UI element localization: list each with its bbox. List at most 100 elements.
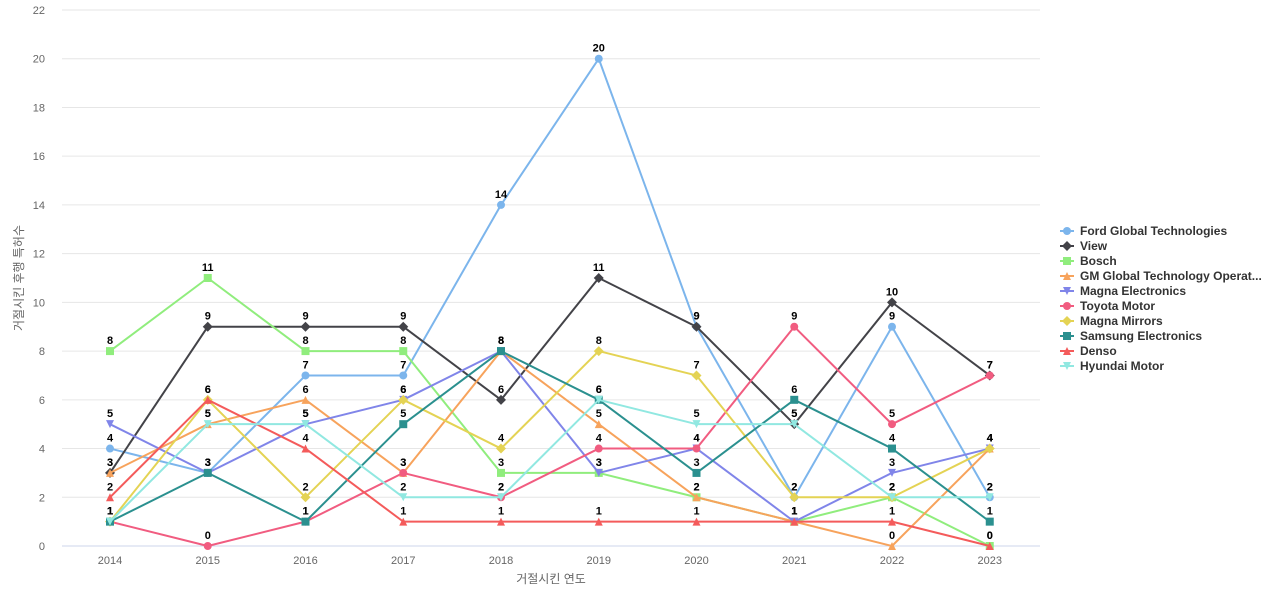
legend-marker[interactable]: [1063, 302, 1071, 310]
data-point[interactable]: [399, 371, 408, 380]
data-point[interactable]: [692, 468, 701, 477]
legend-item[interactable]: Bosch: [1060, 254, 1117, 268]
data-point[interactable]: [106, 517, 114, 526]
legend-item[interactable]: Denso: [1060, 344, 1117, 358]
data-point[interactable]: [497, 493, 505, 502]
data-point[interactable]: [301, 347, 310, 356]
data-point[interactable]: [106, 468, 114, 477]
data-point[interactable]: [203, 420, 212, 429]
data-point[interactable]: [301, 371, 310, 380]
data-label: 7: [987, 359, 993, 371]
legend-marker[interactable]: [1063, 362, 1071, 370]
data-point[interactable]: [789, 492, 800, 503]
data-point[interactable]: [692, 444, 701, 453]
data-point[interactable]: [888, 493, 896, 502]
legend-marker[interactable]: [1062, 241, 1072, 251]
data-point[interactable]: [985, 493, 994, 502]
data-point[interactable]: [202, 321, 213, 332]
data-point[interactable]: [692, 420, 701, 429]
data-point[interactable]: [106, 347, 114, 356]
data-point[interactable]: [984, 443, 995, 454]
data-point[interactable]: [691, 370, 702, 381]
data-point[interactable]: [985, 542, 994, 550]
data-label: 3: [596, 457, 602, 469]
data-point[interactable]: [203, 395, 212, 404]
legend-item[interactable]: Toyota Motor: [1060, 299, 1155, 313]
legend-item[interactable]: Ford Global Technologies: [1060, 224, 1227, 238]
data-point[interactable]: [301, 444, 310, 453]
legend-item[interactable]: GM Global Technology Operat...: [1060, 269, 1262, 283]
data-point[interactable]: [691, 321, 702, 332]
legend-marker[interactable]: [1063, 287, 1071, 295]
data-point[interactable]: [301, 517, 310, 526]
data-point[interactable]: [692, 517, 701, 526]
data-point[interactable]: [594, 54, 603, 63]
data-point[interactable]: [594, 468, 603, 477]
data-point[interactable]: [399, 517, 408, 526]
data-point[interactable]: [106, 493, 114, 502]
data-point[interactable]: [888, 322, 896, 331]
data-label: 6: [205, 384, 211, 396]
legend-marker[interactable]: [1063, 272, 1071, 280]
data-point[interactable]: [985, 517, 994, 526]
data-point[interactable]: [593, 346, 604, 357]
data-point[interactable]: [497, 347, 505, 356]
data-point[interactable]: [203, 274, 212, 282]
data-point[interactable]: [888, 420, 896, 429]
legend-item[interactable]: Samsung Electronics: [1060, 329, 1202, 343]
legend-item[interactable]: Magna Mirrors: [1060, 314, 1163, 328]
legend-item[interactable]: View: [1060, 239, 1108, 253]
data-point[interactable]: [985, 371, 994, 380]
data-point[interactable]: [594, 517, 603, 526]
data-point[interactable]: [888, 468, 896, 477]
data-point[interactable]: [594, 420, 603, 429]
data-point[interactable]: [497, 517, 505, 526]
data-point[interactable]: [594, 395, 603, 404]
data-point[interactable]: [398, 394, 409, 405]
data-point[interactable]: [790, 420, 799, 429]
data-point[interactable]: [790, 517, 799, 526]
data-point[interactable]: [301, 420, 310, 429]
data-point[interactable]: [399, 468, 408, 477]
data-point[interactable]: [888, 517, 896, 526]
data-point[interactable]: [203, 468, 212, 477]
data-point[interactable]: [496, 394, 506, 405]
data-point[interactable]: [399, 347, 408, 356]
data-point[interactable]: [593, 273, 604, 283]
legend-item[interactable]: Hyundai Motor: [1060, 359, 1164, 373]
data-label: 7: [400, 359, 406, 371]
data-point[interactable]: [887, 297, 897, 308]
legend-marker[interactable]: [1062, 316, 1072, 326]
data-point[interactable]: [398, 321, 409, 332]
data-point[interactable]: [790, 395, 799, 404]
data-point[interactable]: [106, 444, 114, 453]
data-point[interactable]: [106, 420, 114, 429]
legend-marker[interactable]: [1063, 332, 1071, 340]
data-point[interactable]: [497, 200, 505, 209]
data-label: 3: [107, 457, 113, 469]
data-label: 2: [791, 481, 797, 493]
data-label: 7: [693, 359, 699, 371]
data-point[interactable]: [594, 444, 603, 453]
data-point[interactable]: [888, 444, 896, 453]
legend-item[interactable]: Magna Electronics: [1060, 284, 1186, 298]
data-point[interactable]: [497, 468, 505, 477]
data-point[interactable]: [301, 395, 310, 404]
data-point[interactable]: [203, 542, 212, 550]
data-point[interactable]: [399, 420, 408, 429]
data-point[interactable]: [300, 492, 311, 503]
data-label: 8: [498, 335, 504, 347]
data-point[interactable]: [888, 542, 896, 550]
data-point[interactable]: [496, 443, 506, 454]
legend-marker[interactable]: [1063, 257, 1071, 265]
legend-label: GM Global Technology Operat...: [1080, 269, 1262, 283]
legend-marker[interactable]: [1063, 227, 1071, 235]
data-label: 1: [107, 506, 113, 518]
data-point[interactable]: [692, 493, 701, 502]
data-point[interactable]: [399, 493, 408, 502]
legend-marker[interactable]: [1063, 347, 1071, 355]
series-lines: [105, 54, 995, 550]
data-point[interactable]: [300, 321, 311, 332]
data-point[interactable]: [790, 322, 799, 331]
